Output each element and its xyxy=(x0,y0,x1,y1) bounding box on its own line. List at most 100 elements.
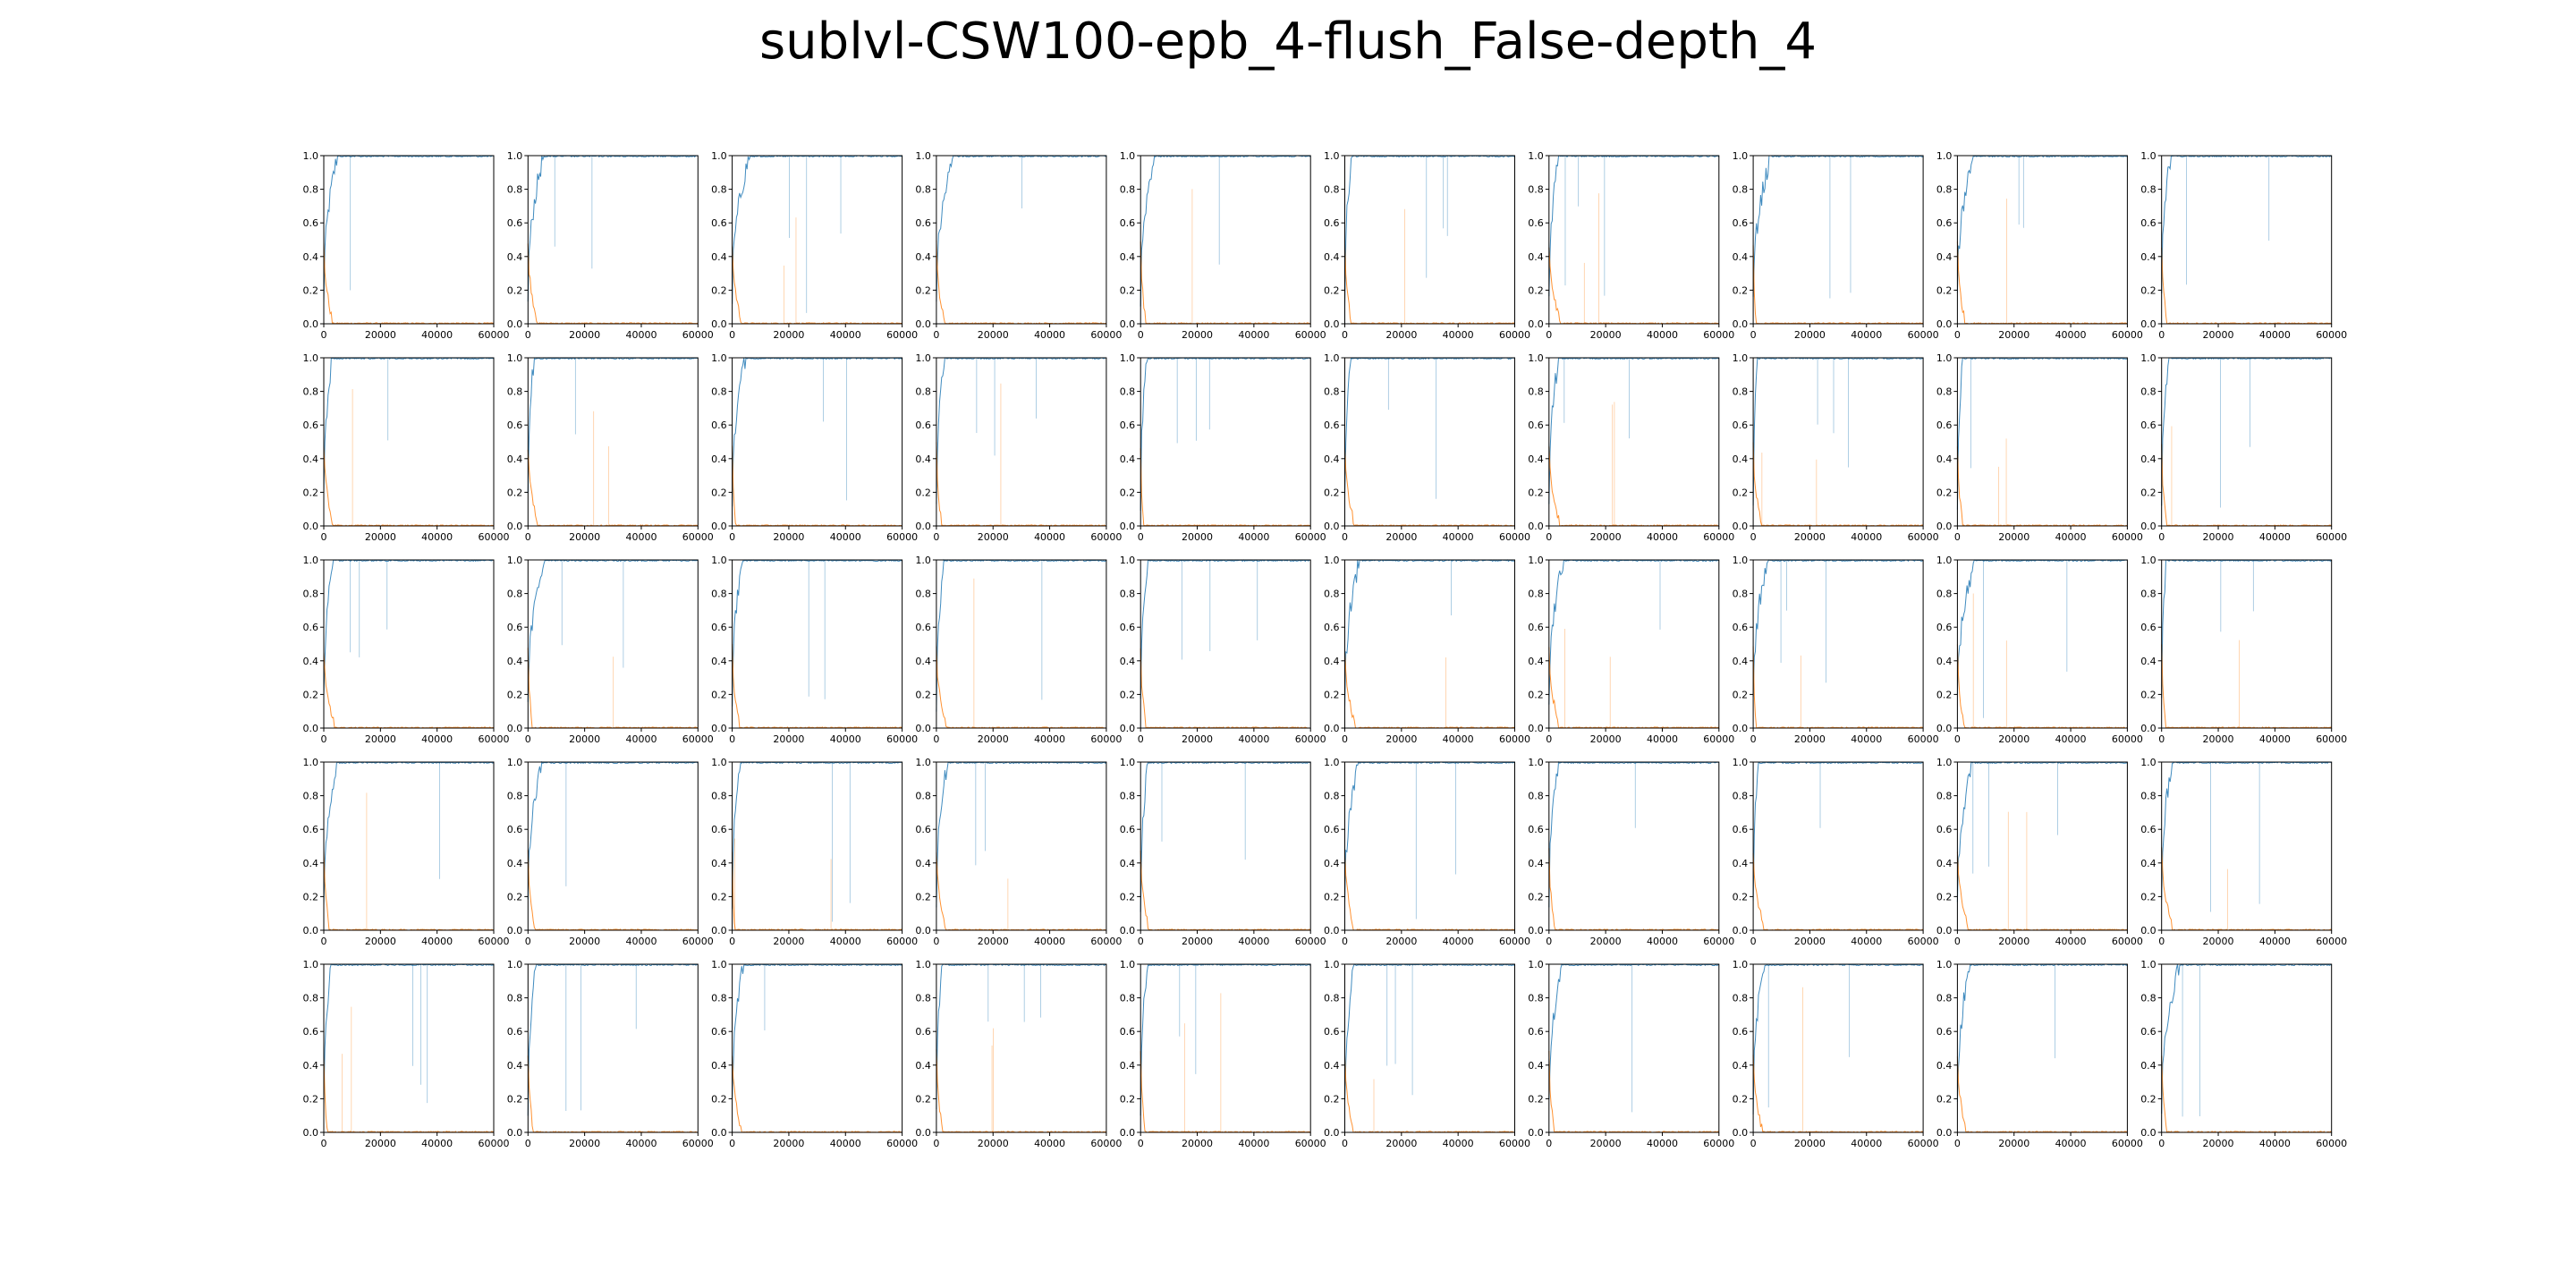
series-line-orange xyxy=(2161,247,2332,325)
y-tick-label: 0.8 xyxy=(1936,184,1953,196)
y-tick-label: 0.4 xyxy=(1733,858,1749,869)
y-tick-label: 0.6 xyxy=(1528,824,1544,835)
y-tick-label: 0.8 xyxy=(303,184,319,196)
x-tick-label: 20000 xyxy=(1794,936,1826,947)
y-tick-label: 1.0 xyxy=(1324,959,1340,970)
subplot: 0.0 0.2 0.4 0.6 0.8 1.0 0 20000 40000 60000 xyxy=(915,150,1122,341)
y-tick-label: 1.0 xyxy=(1936,555,1953,566)
series-line-blue xyxy=(527,559,699,702)
axes-frame xyxy=(323,155,495,325)
x-tick-label: 20000 xyxy=(978,531,1009,543)
y-tick-label: 0.4 xyxy=(1528,1060,1544,1072)
y-tick-label: 0.8 xyxy=(915,589,931,600)
series-line-blue xyxy=(2161,357,2332,506)
y-tick-label: 0.0 xyxy=(711,1127,727,1139)
series-line-blue xyxy=(2161,559,2333,699)
y-tick-label: 0.2 xyxy=(915,1093,931,1105)
y-tick-label: 0.6 xyxy=(1528,217,1544,229)
y-tick-label: 0.8 xyxy=(2140,791,2157,802)
y-tick-label: 1.0 xyxy=(915,555,931,566)
x-tick-label: 20000 xyxy=(773,936,804,947)
axes-frame xyxy=(1752,559,1924,729)
y-tick-label: 1.0 xyxy=(2140,555,2157,566)
y-tick-label: 0.0 xyxy=(1120,521,1136,532)
y-tick-label: 0.8 xyxy=(507,791,523,802)
series-line-orange xyxy=(936,852,1106,931)
subplot: 0.0 0.2 0.4 0.6 0.8 1.0 0 20000 40000 60000 xyxy=(1324,150,1530,341)
series-line-blue xyxy=(732,761,902,910)
axes-frame xyxy=(936,559,1107,729)
x-tick-label: 60000 xyxy=(1499,531,1530,543)
subplot: 0.0 0.2 0.4 0.6 0.8 1.0 0 20000 40000 60000 xyxy=(1120,555,1326,745)
x-tick-label: 20000 xyxy=(569,329,600,341)
axes-frame xyxy=(732,559,903,729)
axes-frame xyxy=(936,963,1107,1133)
y-tick-label: 0.0 xyxy=(1528,1127,1544,1139)
y-tick-label: 0.2 xyxy=(1324,891,1340,902)
axes-frame xyxy=(1752,963,1924,1133)
x-tick-label: 40000 xyxy=(830,1138,861,1149)
x-tick-label: 40000 xyxy=(421,936,453,947)
x-tick-label: 60000 xyxy=(682,531,714,543)
y-tick-label: 0.0 xyxy=(507,925,523,936)
x-tick-label: 0 xyxy=(933,329,939,341)
y-tick-label: 0.2 xyxy=(1733,891,1749,902)
y-tick-label: 0.4 xyxy=(1324,251,1340,263)
x-tick-label: 40000 xyxy=(2259,1138,2291,1149)
x-tick-label: 60000 xyxy=(1703,329,1734,341)
y-tick-label: 0.6 xyxy=(1733,217,1749,229)
y-tick-label: 0.8 xyxy=(303,589,319,600)
x-tick-label: 20000 xyxy=(1590,329,1622,341)
y-tick-label: 0.2 xyxy=(1324,1093,1340,1105)
x-tick-label: 40000 xyxy=(1238,329,1269,341)
series-line-blue xyxy=(936,558,1107,712)
y-tick-label: 0.0 xyxy=(1324,723,1340,734)
axes-frame xyxy=(1344,963,1515,1133)
x-tick-label: 0 xyxy=(525,936,531,947)
x-tick-label: 60000 xyxy=(682,936,714,947)
axes-frame xyxy=(1140,155,1311,325)
subplot: 0.0 0.2 0.4 0.6 0.8 1.0 0 20000 40000 60000 xyxy=(303,959,510,1149)
series-line-blue xyxy=(527,357,699,494)
axes-frame xyxy=(1956,155,2128,325)
x-tick-label: 20000 xyxy=(1590,936,1622,947)
subplot: 0.0 0.2 0.4 0.6 0.8 1.0 0 20000 40000 60000 xyxy=(1120,150,1326,341)
x-tick-label: 40000 xyxy=(830,733,861,745)
series-line-orange xyxy=(1752,646,1924,729)
x-tick-label: 40000 xyxy=(1851,936,1882,947)
x-tick-label: 60000 xyxy=(1908,531,1939,543)
y-tick-label: 0.4 xyxy=(303,251,319,263)
figure-title: sublvl-CSW100-epb_4-flush_False-depth_4 xyxy=(758,13,1817,71)
series-line-blue xyxy=(1140,761,1311,912)
x-tick-label: 60000 xyxy=(479,531,510,543)
x-tick-label: 40000 xyxy=(625,329,657,341)
x-tick-label: 20000 xyxy=(569,936,600,947)
y-tick-label: 1.0 xyxy=(303,150,319,162)
x-tick-label: 60000 xyxy=(1499,733,1530,745)
x-tick-label: 0 xyxy=(1750,936,1757,947)
y-tick-label: 0.4 xyxy=(1936,453,1953,465)
y-tick-label: 0.8 xyxy=(1528,589,1544,600)
y-tick-label: 1.0 xyxy=(507,757,523,768)
x-tick-label: 20000 xyxy=(1998,936,2029,947)
series-line-orange xyxy=(323,849,495,931)
axes-frame xyxy=(527,155,699,325)
x-tick-label: 0 xyxy=(1546,1138,1552,1149)
axes-frame xyxy=(527,357,699,527)
y-tick-label: 0.4 xyxy=(711,656,727,667)
x-tick-label: 0 xyxy=(1750,733,1757,745)
x-tick-label: 60000 xyxy=(1499,329,1530,341)
y-tick-label: 1.0 xyxy=(1120,555,1136,566)
series-line-orange xyxy=(527,449,699,527)
y-tick-label: 0.2 xyxy=(2140,284,2157,296)
x-tick-label: 20000 xyxy=(1794,733,1826,745)
x-tick-label: 60000 xyxy=(886,733,918,745)
y-tick-label: 0.2 xyxy=(507,891,523,902)
x-tick-label: 20000 xyxy=(569,733,600,745)
x-tick-label: 40000 xyxy=(1238,531,1269,543)
y-tick-label: 0.0 xyxy=(2140,1127,2157,1139)
y-tick-label: 0.6 xyxy=(1733,419,1749,431)
y-tick-label: 0.0 xyxy=(1733,925,1749,936)
y-tick-label: 0.0 xyxy=(711,723,727,734)
x-tick-label: 20000 xyxy=(1590,1138,1622,1149)
